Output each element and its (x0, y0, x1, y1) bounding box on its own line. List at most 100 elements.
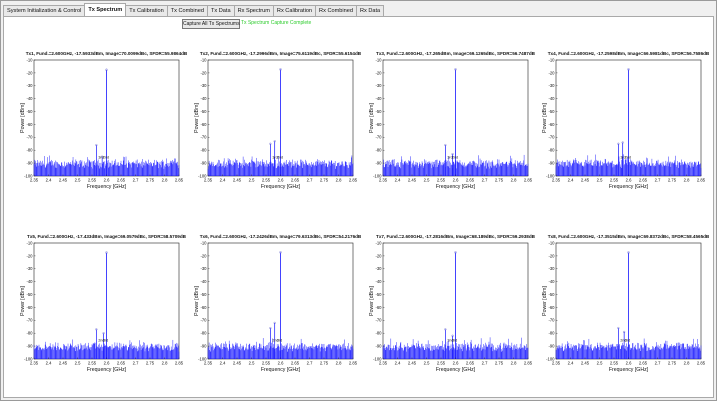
x-tick-label: 2.75 (146, 361, 155, 366)
x-tick-label: 2.45 (408, 178, 417, 183)
y-tick-label: -50 (26, 292, 33, 297)
y-tick-label: -60 (375, 305, 382, 310)
x-tick-label: 2.35 (552, 178, 561, 183)
tab-tx-calibration[interactable]: Tx Calibration (125, 5, 168, 16)
y-tick-label: -20 (375, 253, 382, 258)
x-tick-label: 2.85 (349, 361, 358, 366)
x-tick-label: 2.55 (262, 361, 271, 366)
x-tick-label: 2.6 (278, 361, 284, 366)
spectrum-chart-5: Tx5, Fund.=2.600GHz, -17.433dBm, Image=6… (20, 234, 187, 373)
y-tick-label: -80 (200, 331, 207, 336)
capture-all-tx-spectrums-button[interactable]: Capture All Tx Spectrums (182, 19, 240, 29)
chart-title: Tx8, Fund.=2.600GHz, -17.3515dBm, Image=… (548, 234, 710, 239)
y-tick-label: -70 (26, 135, 33, 140)
peak-label: 3rd (272, 156, 277, 160)
spur-marker (102, 332, 105, 335)
tab-rx-combined[interactable]: Rx Combined (315, 5, 357, 16)
x-tick-label: 2.7 (133, 178, 139, 183)
x-tick-label: 2.55 (262, 178, 271, 183)
x-tick-label: 2.6 (453, 361, 459, 366)
x-tick-label: 2.8 (162, 178, 168, 183)
tab-rx-spectrum[interactable]: Rx Spectrum (233, 5, 274, 16)
peak-label: 3rd (277, 339, 282, 343)
y-tick-label: -20 (26, 253, 33, 258)
y-axis-label: Power [dBm] (20, 103, 26, 133)
x-tick-label: 2.75 (668, 361, 677, 366)
spur-marker (444, 328, 447, 331)
x-tick-label: 2.5 (597, 178, 603, 183)
x-tick-label: 2.8 (511, 361, 517, 366)
chart-title: Tx6, Fund.=2.600GHz, -17.2426dBm, Image=… (200, 234, 362, 239)
x-tick-label: 2.55 (610, 178, 619, 183)
y-tick-label: -20 (548, 70, 555, 75)
x-axis-label: Frequency [GHz] (609, 367, 649, 373)
x-tick-label: 2.5 (249, 178, 255, 183)
fundamental-marker (105, 251, 108, 254)
y-tick-label: -90 (200, 161, 207, 166)
y-tick-label: -60 (200, 122, 207, 127)
tab-rx-data[interactable]: Rx Data (355, 5, 385, 16)
x-axis-label: Frequency [GHz] (609, 184, 649, 190)
x-tick-label: 2.4 (568, 178, 574, 183)
peak-label: 2nd (98, 339, 104, 343)
peak-label: 2nd (272, 339, 278, 343)
y-tick-label: -50 (548, 292, 555, 297)
x-tick-label: 2.7 (307, 361, 313, 366)
spur-marker (623, 330, 626, 334)
x-tick-label: 2.55 (88, 178, 97, 183)
y-tick-label: -30 (26, 266, 33, 271)
y-tick-label: -40 (26, 96, 33, 101)
chart-title: Tx7, Fund.=2.600GHz, -17.2816dBm, Image=… (376, 234, 536, 239)
x-tick-label: 2.5 (75, 178, 81, 183)
tab-system-initialization-control[interactable]: System Initialization & Control (3, 5, 86, 16)
x-axis-label: Frequency [GHz] (87, 184, 127, 190)
x-tick-label: 2.5 (424, 361, 430, 366)
noise-floor-trace (207, 338, 354, 359)
y-tick-label: -20 (200, 253, 207, 258)
y-tick-label: -40 (200, 279, 207, 284)
y-tick-label: -20 (26, 70, 33, 75)
x-tick-label: 2.65 (639, 178, 648, 183)
x-tick-label: 2.85 (349, 178, 358, 183)
x-tick-label: 2.35 (30, 361, 39, 366)
tab-tx-spectrum[interactable]: Tx Spectrum (84, 3, 127, 16)
fundamental-marker (627, 251, 630, 254)
y-tick-label: -40 (548, 279, 555, 284)
x-tick-label: 2.45 (233, 361, 242, 366)
y-axis-label: Power [dBm] (369, 286, 375, 316)
x-tick-label: 2.6 (104, 361, 110, 366)
spur-marker (269, 142, 272, 145)
y-tick-label: -20 (548, 253, 555, 258)
noise-floor-trace (555, 338, 702, 359)
spur-marker (444, 143, 447, 147)
chart-title: Tx4, Fund.=2.600GHz, -17.2598dBm, Image=… (548, 51, 710, 56)
spectrum-chart-4: Tx4, Fund.=2.600GHz, -17.2598dBm, Image=… (542, 51, 710, 190)
x-tick-label: 2.65 (117, 361, 126, 366)
y-tick-label: -80 (26, 331, 33, 336)
tab-rx-calibration[interactable]: Rx Calibration (272, 5, 317, 16)
y-tick-label: -10 (548, 240, 555, 245)
noise-floor-trace (555, 154, 702, 176)
x-tick-label: 2.6 (104, 178, 110, 183)
tab-tx-data[interactable]: Tx Data (206, 5, 235, 16)
x-tick-label: 2.85 (524, 361, 533, 366)
toolbar: Capture All Tx Spectrums Tx Spectrum Cap… (4, 19, 713, 29)
x-tick-label: 2.7 (307, 178, 313, 183)
y-tick-label: -80 (548, 148, 555, 153)
y-tick-label: -10 (26, 240, 33, 245)
tab-tx-combined[interactable]: Tx Combined (166, 5, 208, 16)
x-tick-label: 2.7 (655, 178, 661, 183)
y-tick-label: -20 (375, 70, 382, 75)
x-tick-label: 2.45 (581, 361, 590, 366)
y-tick-label: -60 (26, 305, 33, 310)
y-tick-label: -60 (26, 122, 33, 127)
y-tick-label: -100 (24, 356, 33, 361)
x-tick-label: 2.4 (395, 178, 401, 183)
x-tick-label: 2.8 (162, 361, 168, 366)
y-tick-label: -20 (200, 70, 207, 75)
x-tick-label: 2.5 (424, 178, 430, 183)
peak-label: 3rd (103, 339, 108, 343)
spectrum-chart-3: Tx3, Fund.=2.600GHz, -17.265dBm, Image=6… (369, 51, 536, 190)
spur-marker (101, 155, 104, 158)
x-tick-label: 2.35 (204, 178, 213, 183)
